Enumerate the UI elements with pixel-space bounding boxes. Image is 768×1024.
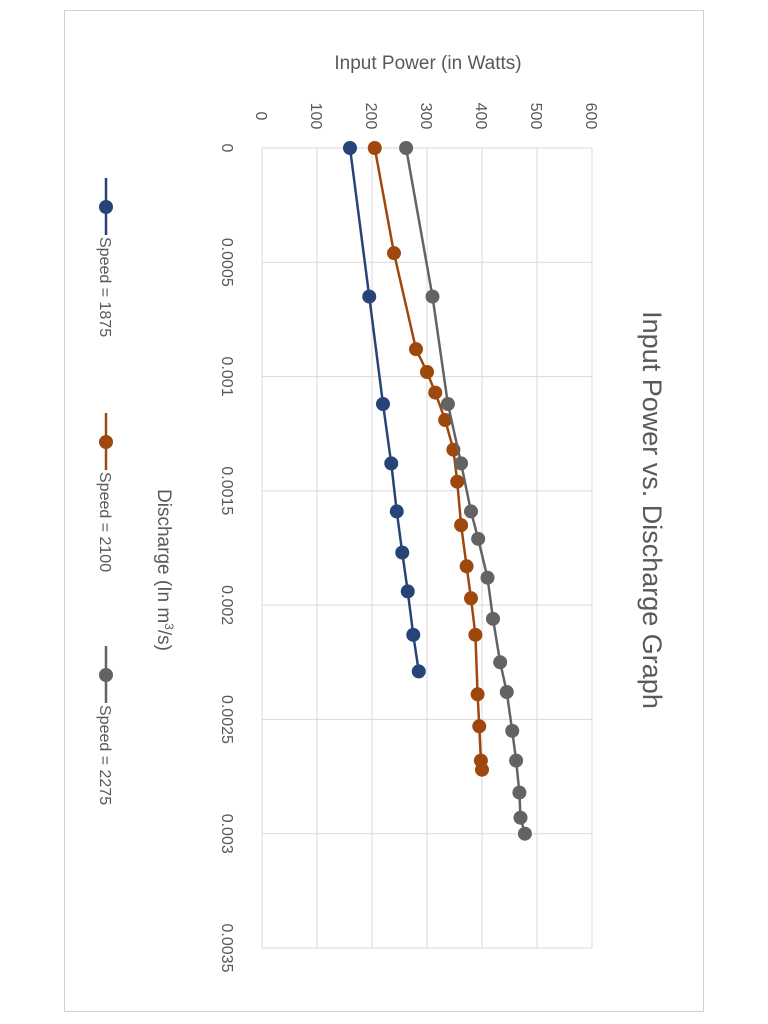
data-point [425, 289, 440, 304]
data-point [472, 719, 487, 734]
legend-label: Speed = 1875 [96, 237, 113, 337]
data-point [464, 504, 478, 519]
data-point [387, 246, 401, 261]
chart-frame [64, 10, 704, 1012]
data-point [440, 397, 455, 411]
power-tick-label: 300 [417, 103, 434, 130]
power-tick-label: 100 [307, 103, 324, 130]
data-point [475, 762, 489, 777]
data-point [343, 141, 357, 155]
data-point [454, 518, 469, 533]
data-point [470, 687, 485, 702]
data-point [411, 664, 426, 679]
data-point [399, 141, 414, 155]
discharge-tick-labels: 0 0.0005 0.001 0.0015 0.002 0.0025 0.003 0.0035 [218, 144, 235, 973]
data-series [343, 141, 532, 841]
data-point [454, 456, 469, 471]
gridlines [261, 147, 593, 949]
data-point [438, 413, 453, 427]
data-point [480, 570, 495, 585]
series-line [373, 147, 484, 770]
legend-marker [99, 200, 113, 214]
data-point [362, 289, 377, 304]
discharge-tick-label: 0.003 [218, 814, 235, 854]
series-speed-1875 [343, 141, 426, 679]
chart-title: Input Power vs. Discharge Graph [637, 311, 667, 709]
data-point [493, 655, 508, 670]
discharge-tick-label: 0.002 [218, 585, 235, 625]
power-tick-label: 0 [252, 112, 269, 121]
data-point [389, 504, 404, 519]
power-tick-label: 200 [362, 103, 379, 130]
data-point [400, 584, 415, 599]
data-point [471, 531, 486, 546]
legend: Speed = 1875 Speed = 2100 Speed = 2275 [96, 178, 113, 805]
data-point [464, 591, 478, 606]
legend-item: Speed = 2275 [96, 646, 113, 805]
data-point [459, 559, 474, 574]
data-point [509, 753, 524, 768]
data-point [428, 385, 443, 400]
discharge-tick-label: 0.0015 [218, 466, 235, 515]
discharge-axis-title: Discharge (In m3/s) [153, 489, 176, 651]
power-tick-label: 500 [527, 103, 544, 130]
power-axis-title: Input Power (in Watts) [334, 53, 521, 74]
legend-label: Speed = 2100 [96, 472, 113, 572]
power-tick-label: 600 [582, 103, 599, 130]
data-point [384, 456, 399, 471]
power-tick-label: 400 [472, 103, 489, 130]
discharge-tick-label: 0 [218, 144, 235, 153]
data-point [420, 365, 434, 379]
discharge-tick-label: 0.0025 [218, 695, 235, 744]
data-point [450, 474, 465, 489]
data-point [406, 627, 421, 642]
discharge-tick-label: 0.0005 [218, 238, 235, 287]
data-point [499, 685, 514, 699]
data-point [468, 627, 483, 642]
data-point [376, 397, 390, 411]
legend-label: Speed = 2275 [96, 705, 113, 805]
data-point [486, 611, 500, 626]
data-point [395, 545, 410, 560]
series-speed-2100 [367, 141, 489, 777]
data-point [367, 141, 382, 155]
series-speed-2275 [399, 141, 532, 841]
discharge-tick-label: 0.001 [218, 357, 235, 397]
discharge-tick-label: 0.0035 [218, 924, 235, 973]
legend-item: Speed = 1875 [96, 178, 113, 337]
data-point [505, 723, 520, 738]
legend-marker [99, 435, 113, 449]
data-point [409, 342, 423, 357]
data-point [512, 785, 527, 800]
power-tick-labels: 0 100 200 300 400 500 600 [252, 103, 599, 130]
data-point [517, 826, 532, 841]
data-point [513, 810, 528, 825]
legend-item: Speed = 2100 [96, 413, 113, 572]
legend-marker [99, 668, 113, 682]
